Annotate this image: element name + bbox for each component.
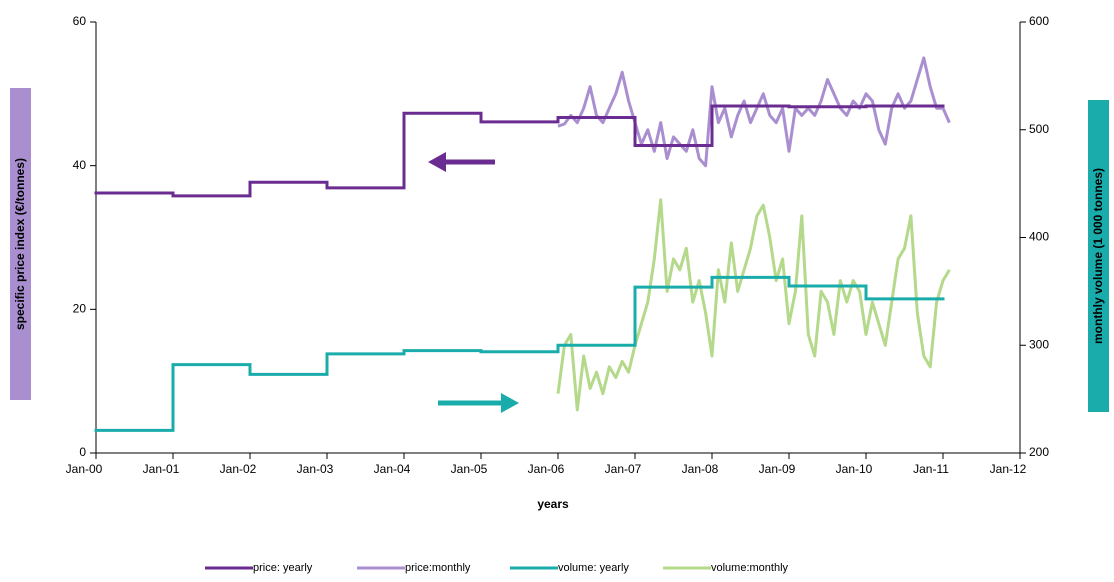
x-tick-label: Jan-09 bbox=[759, 462, 796, 476]
y2-tick-label: 200 bbox=[1029, 445, 1049, 459]
y2-tick-label: 300 bbox=[1029, 337, 1049, 351]
y-tick-label: 60 bbox=[73, 14, 87, 28]
x-tick-label: Jan-10 bbox=[836, 462, 873, 476]
series-line bbox=[556, 198, 951, 412]
y2-axis-label: monthly volume (1 000 tonnes) bbox=[1091, 168, 1105, 344]
x-tick-label: Jan-11 bbox=[913, 462, 949, 476]
y-label-box bbox=[10, 88, 31, 400]
x-tick-label: Jan-07 bbox=[605, 462, 642, 476]
x-tick-label: Jan-01 bbox=[143, 462, 180, 476]
x-tick-label: Jan-12 bbox=[990, 462, 1027, 476]
y2-tick-label: 400 bbox=[1029, 230, 1049, 244]
x-tick-label: Jan-02 bbox=[220, 462, 257, 476]
legend-label: price: yearly bbox=[253, 562, 313, 574]
y2-label-box bbox=[1088, 100, 1109, 412]
legend-label: price:monthly bbox=[405, 562, 471, 574]
y-tick-label: 20 bbox=[73, 302, 87, 316]
y-axis-label: specific price index (€/tonnes) bbox=[13, 158, 27, 330]
series-line bbox=[557, 56, 951, 168]
y-tick-label: 0 bbox=[79, 445, 86, 459]
x-tick-label: Jan-04 bbox=[374, 462, 411, 476]
x-tick-label: Jan-08 bbox=[682, 462, 719, 476]
x-axis-label: years bbox=[537, 497, 569, 511]
y-tick-label: 40 bbox=[73, 158, 87, 172]
x-tick-label: Jan-06 bbox=[528, 462, 565, 476]
x-tick-label: Jan-05 bbox=[451, 462, 488, 476]
y2-tick-label: 500 bbox=[1029, 122, 1049, 136]
x-tick-label: Jan-00 bbox=[66, 462, 103, 476]
arrow-right bbox=[438, 393, 519, 413]
x-tick-label: Jan-03 bbox=[297, 462, 334, 476]
legend-label: volume: yearly bbox=[558, 562, 629, 574]
legend-label: volume:monthly bbox=[711, 562, 789, 574]
arrow-left bbox=[428, 152, 495, 172]
y2-tick-label: 600 bbox=[1029, 14, 1049, 28]
